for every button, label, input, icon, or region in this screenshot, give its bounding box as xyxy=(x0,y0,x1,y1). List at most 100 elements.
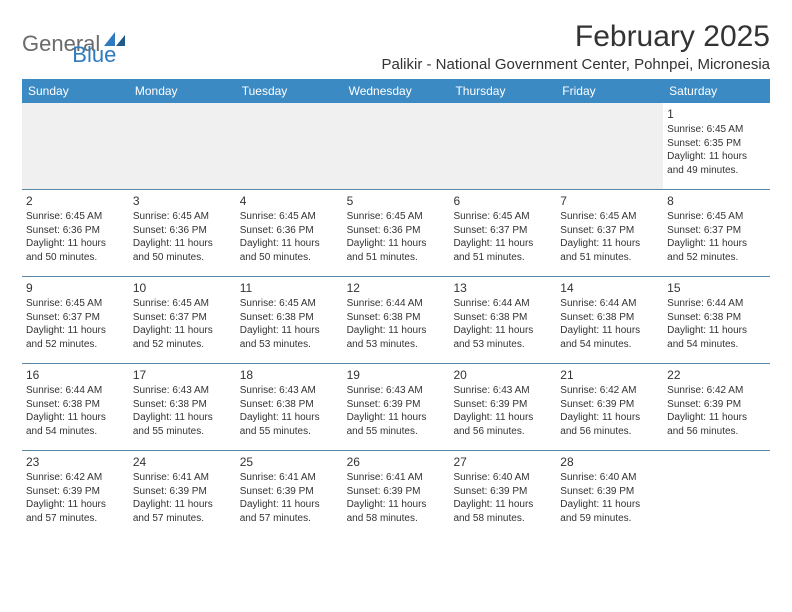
day-sunrise: Sunrise: 6:45 AM xyxy=(26,297,125,311)
day-cell: 14Sunrise: 6:44 AMSunset: 6:38 PMDayligh… xyxy=(556,277,663,363)
day-sunset: Sunset: 6:38 PM xyxy=(240,311,339,325)
day-sunset: Sunset: 6:36 PM xyxy=(240,224,339,238)
day-cell: 22Sunrise: 6:42 AMSunset: 6:39 PMDayligh… xyxy=(663,364,770,450)
week-row: 2Sunrise: 6:45 AMSunset: 6:36 PMDaylight… xyxy=(22,189,770,276)
day-dl2: and 50 minutes. xyxy=(133,251,232,265)
day-cell: 2Sunrise: 6:45 AMSunset: 6:36 PMDaylight… xyxy=(22,190,129,276)
day-dl1: Daylight: 11 hours xyxy=(240,237,339,251)
day-number: 14 xyxy=(560,280,659,296)
day-cell: 13Sunrise: 6:44 AMSunset: 6:38 PMDayligh… xyxy=(449,277,556,363)
day-cell: 15Sunrise: 6:44 AMSunset: 6:38 PMDayligh… xyxy=(663,277,770,363)
day-dl1: Daylight: 11 hours xyxy=(26,324,125,338)
day-number: 18 xyxy=(240,367,339,383)
day-number: 26 xyxy=(347,454,446,470)
day-sunset: Sunset: 6:38 PM xyxy=(240,398,339,412)
day-dl1: Daylight: 11 hours xyxy=(133,237,232,251)
day-sunset: Sunset: 6:37 PM xyxy=(453,224,552,238)
day-sunrise: Sunrise: 6:44 AM xyxy=(347,297,446,311)
day-dl1: Daylight: 11 hours xyxy=(133,411,232,425)
day-number: 2 xyxy=(26,193,125,209)
day-number: 10 xyxy=(133,280,232,296)
day-dl2: and 59 minutes. xyxy=(560,512,659,526)
day-number: 28 xyxy=(560,454,659,470)
calendar: Sunday Monday Tuesday Wednesday Thursday… xyxy=(22,79,770,537)
day-cell: 28Sunrise: 6:40 AMSunset: 6:39 PMDayligh… xyxy=(556,451,663,537)
day-sunrise: Sunrise: 6:43 AM xyxy=(453,384,552,398)
day-dl2: and 52 minutes. xyxy=(26,338,125,352)
day-cell: 17Sunrise: 6:43 AMSunset: 6:38 PMDayligh… xyxy=(129,364,236,450)
day-sunset: Sunset: 6:37 PM xyxy=(667,224,766,238)
day-sunset: Sunset: 6:38 PM xyxy=(560,311,659,325)
day-cell: 10Sunrise: 6:45 AMSunset: 6:37 PMDayligh… xyxy=(129,277,236,363)
day-dl2: and 58 minutes. xyxy=(453,512,552,526)
day-cell xyxy=(449,103,556,189)
day-dl1: Daylight: 11 hours xyxy=(667,324,766,338)
day-number: 12 xyxy=(347,280,446,296)
day-dl2: and 53 minutes. xyxy=(240,338,339,352)
day-sunset: Sunset: 6:38 PM xyxy=(26,398,125,412)
day-sunrise: Sunrise: 6:44 AM xyxy=(453,297,552,311)
day-dl2: and 51 minutes. xyxy=(560,251,659,265)
day-sunset: Sunset: 6:37 PM xyxy=(560,224,659,238)
day-dl2: and 51 minutes. xyxy=(453,251,552,265)
day-dl1: Daylight: 11 hours xyxy=(347,324,446,338)
day-sunset: Sunset: 6:39 PM xyxy=(347,485,446,499)
day-sunset: Sunset: 6:39 PM xyxy=(453,485,552,499)
month-title: February 2025 xyxy=(381,20,770,54)
day-number: 27 xyxy=(453,454,552,470)
day-cell: 6Sunrise: 6:45 AMSunset: 6:37 PMDaylight… xyxy=(449,190,556,276)
day-number: 4 xyxy=(240,193,339,209)
day-sunset: Sunset: 6:39 PM xyxy=(240,485,339,499)
day-header-sat: Saturday xyxy=(663,79,770,103)
day-dl1: Daylight: 11 hours xyxy=(240,411,339,425)
day-cell: 27Sunrise: 6:40 AMSunset: 6:39 PMDayligh… xyxy=(449,451,556,537)
day-dl2: and 54 minutes. xyxy=(667,338,766,352)
day-dl1: Daylight: 11 hours xyxy=(560,324,659,338)
day-sunset: Sunset: 6:39 PM xyxy=(133,485,232,499)
day-cell xyxy=(556,103,663,189)
day-cell xyxy=(343,103,450,189)
day-dl1: Daylight: 11 hours xyxy=(560,498,659,512)
day-dl1: Daylight: 11 hours xyxy=(667,237,766,251)
day-sunrise: Sunrise: 6:45 AM xyxy=(453,210,552,224)
day-dl1: Daylight: 11 hours xyxy=(453,324,552,338)
day-cell: 7Sunrise: 6:45 AMSunset: 6:37 PMDaylight… xyxy=(556,190,663,276)
week-row: 1Sunrise: 6:45 AMSunset: 6:35 PMDaylight… xyxy=(22,103,770,189)
day-dl2: and 49 minutes. xyxy=(667,164,766,178)
day-number: 23 xyxy=(26,454,125,470)
day-dl2: and 54 minutes. xyxy=(26,425,125,439)
location-text: Palikir - National Government Center, Po… xyxy=(381,56,770,73)
day-dl2: and 52 minutes. xyxy=(133,338,232,352)
day-dl1: Daylight: 11 hours xyxy=(453,411,552,425)
day-dl2: and 50 minutes. xyxy=(240,251,339,265)
day-dl1: Daylight: 11 hours xyxy=(26,237,125,251)
day-cell xyxy=(129,103,236,189)
day-dl1: Daylight: 11 hours xyxy=(453,237,552,251)
day-number: 16 xyxy=(26,367,125,383)
day-number: 15 xyxy=(667,280,766,296)
day-cell xyxy=(22,103,129,189)
day-number: 25 xyxy=(240,454,339,470)
day-sunrise: Sunrise: 6:41 AM xyxy=(347,471,446,485)
title-block: February 2025 Palikir - National Governm… xyxy=(381,20,770,73)
week-row: 23Sunrise: 6:42 AMSunset: 6:39 PMDayligh… xyxy=(22,450,770,537)
day-sunrise: Sunrise: 6:45 AM xyxy=(667,210,766,224)
day-header-fri: Friday xyxy=(556,79,663,103)
day-number: 21 xyxy=(560,367,659,383)
day-dl2: and 56 minutes. xyxy=(667,425,766,439)
day-sunrise: Sunrise: 6:45 AM xyxy=(240,210,339,224)
day-number: 17 xyxy=(133,367,232,383)
day-sunrise: Sunrise: 6:45 AM xyxy=(133,210,232,224)
day-dl1: Daylight: 11 hours xyxy=(133,498,232,512)
day-number: 11 xyxy=(240,280,339,296)
day-number: 3 xyxy=(133,193,232,209)
day-sunrise: Sunrise: 6:43 AM xyxy=(347,384,446,398)
day-sunrise: Sunrise: 6:43 AM xyxy=(133,384,232,398)
day-dl1: Daylight: 11 hours xyxy=(667,411,766,425)
day-dl2: and 53 minutes. xyxy=(453,338,552,352)
day-header-row: Sunday Monday Tuesday Wednesday Thursday… xyxy=(22,79,770,103)
day-dl1: Daylight: 11 hours xyxy=(347,411,446,425)
day-cell xyxy=(236,103,343,189)
day-sunrise: Sunrise: 6:45 AM xyxy=(347,210,446,224)
day-cell: 25Sunrise: 6:41 AMSunset: 6:39 PMDayligh… xyxy=(236,451,343,537)
